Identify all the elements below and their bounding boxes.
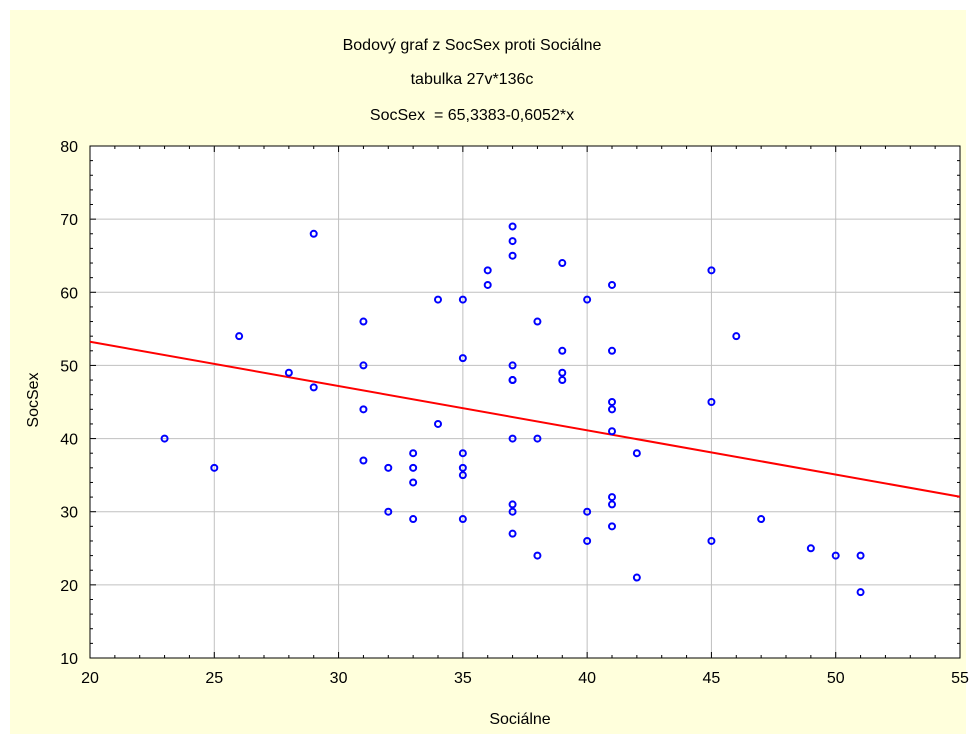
- data-point: [558, 346, 567, 355]
- data-point: [284, 368, 293, 377]
- x-axis-label: Sociálne: [489, 711, 550, 728]
- data-point: [508, 237, 517, 246]
- y-tick-label: 20: [60, 578, 78, 595]
- data-point: [508, 222, 517, 231]
- data-point: [707, 398, 716, 406]
- data-point: [856, 588, 865, 597]
- data-point: [583, 536, 592, 545]
- data-point: [409, 463, 418, 472]
- x-tick-label: 55: [951, 670, 969, 687]
- data-point: [508, 251, 517, 260]
- y-tick-label: 60: [60, 285, 78, 302]
- data-point: [831, 551, 840, 560]
- data-point: [483, 280, 492, 289]
- data-point: [806, 544, 815, 553]
- data-point: [409, 449, 418, 458]
- data-point: [210, 463, 219, 472]
- x-tick-label: 20: [81, 670, 99, 687]
- data-point: [458, 354, 467, 363]
- data-point: [608, 500, 616, 509]
- regression-line: [89, 340, 961, 498]
- data-point: [583, 295, 592, 304]
- data-point: [508, 376, 517, 385]
- data-point: [483, 266, 492, 275]
- axes: [89, 145, 961, 659]
- x-tick-label: 35: [454, 670, 472, 687]
- data-point: [458, 295, 467, 304]
- data-point: [359, 317, 368, 326]
- x-tick-label: 30: [330, 670, 348, 687]
- data-point: [508, 434, 517, 443]
- data-point: [632, 573, 641, 582]
- y-tick-label: 70: [60, 212, 78, 229]
- data-point: [608, 427, 616, 436]
- data-points: [160, 222, 865, 597]
- data-point: [434, 419, 442, 428]
- chart-subtitle: tabulka 27v*136c: [411, 71, 534, 88]
- data-point: [608, 493, 616, 502]
- data-point: [409, 478, 418, 487]
- y-tick-label: 30: [60, 505, 78, 522]
- data-point: [309, 383, 318, 392]
- data-point: [632, 449, 641, 458]
- data-point: [458, 515, 467, 524]
- data-point: [359, 405, 368, 414]
- data-point: [508, 361, 517, 370]
- x-tick-label: 40: [578, 670, 596, 687]
- data-point: [160, 434, 169, 443]
- data-point: [458, 471, 467, 480]
- data-point: [533, 317, 542, 326]
- y-tick-label: 80: [60, 139, 78, 156]
- data-point: [707, 266, 716, 275]
- data-point: [757, 515, 766, 524]
- data-point: [558, 368, 567, 377]
- data-point: [508, 500, 517, 509]
- data-point: [608, 346, 616, 355]
- y-tick-label: 50: [60, 358, 78, 375]
- data-point: [608, 280, 616, 289]
- data-point: [359, 361, 368, 370]
- data-point: [608, 522, 616, 531]
- grid-lines: [90, 146, 960, 658]
- data-point: [533, 551, 542, 560]
- data-point: [235, 332, 244, 341]
- y-tick-label: 40: [60, 432, 78, 449]
- data-point: [384, 507, 393, 516]
- data-point: [732, 332, 741, 341]
- x-tick-label: 50: [827, 670, 845, 687]
- data-point: [508, 529, 517, 538]
- y-tick-label: 10: [60, 651, 78, 668]
- plot-area: [89, 145, 961, 659]
- regression-equation: SocSex = 65,3383-0,6052*x: [370, 107, 574, 124]
- chart-title: Bodový graf z SocSex proti Sociálne: [343, 37, 602, 54]
- data-point: [384, 463, 393, 472]
- data-point: [309, 229, 318, 238]
- data-point: [608, 398, 616, 406]
- data-point: [856, 551, 865, 560]
- data-point: [359, 456, 368, 465]
- data-point: [533, 434, 542, 443]
- data-point: [558, 259, 567, 268]
- data-point: [458, 463, 467, 472]
- x-tick-label: 45: [703, 670, 721, 687]
- data-point: [458, 449, 467, 458]
- data-point: [608, 405, 616, 414]
- data-point: [508, 507, 517, 516]
- data-point: [558, 376, 567, 385]
- x-tick-label: 25: [205, 670, 223, 687]
- data-point: [409, 515, 418, 524]
- data-point: [434, 295, 442, 304]
- data-point: [707, 536, 716, 545]
- data-point: [583, 507, 592, 516]
- y-axis-label: SocSex: [25, 372, 42, 427]
